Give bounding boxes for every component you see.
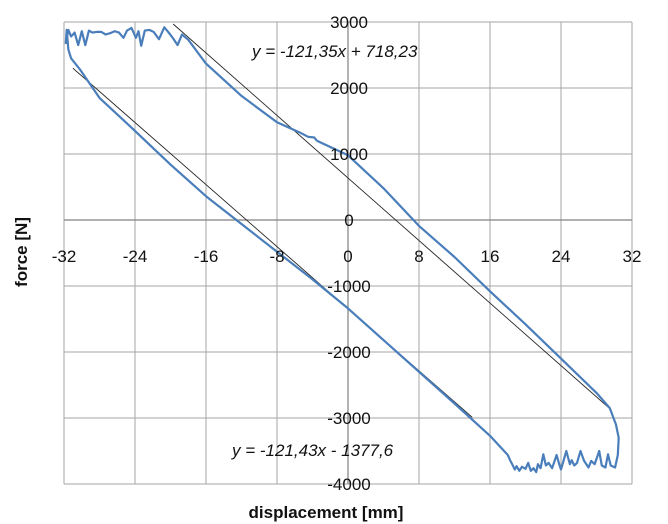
y-tick-label: 3000: [330, 13, 368, 32]
x-tick-label: 0: [343, 247, 352, 266]
x-tick-label: 8: [414, 247, 423, 266]
series-line-1: [64, 26, 620, 474]
x-tick-label: -32: [52, 247, 77, 266]
axes: [64, 22, 632, 484]
x-axis-title: displacement [mm]: [249, 503, 404, 522]
y-tick-label: -3000: [327, 409, 370, 428]
y-tick-label: -4000: [327, 475, 370, 494]
equation-upper: y = -121,35x + 718,23: [251, 42, 418, 61]
y-tick-label: -1000: [327, 277, 370, 296]
trendline-1: [172, 23, 611, 410]
x-tick-label: 16: [481, 247, 500, 266]
series: [64, 26, 620, 474]
x-tick-label: -16: [194, 247, 219, 266]
y-tick-label: 1000: [330, 145, 368, 164]
x-tick-label: 32: [623, 247, 642, 266]
x-tick-label: 24: [552, 247, 571, 266]
x-tick-label: -24: [123, 247, 148, 266]
y-tick-label: -2000: [327, 343, 370, 362]
equation-lower: y = -121,43x - 1377,6: [231, 441, 394, 460]
y-tick-label: 2000: [330, 79, 368, 98]
tick-labels: -32 -24 -16 -8 0 8 16 24 32 3000 2000 1000 0 -1000 -20…: [52, 13, 642, 494]
x-tick-label: -8: [269, 247, 284, 266]
y-axis-title: force [N]: [12, 217, 31, 287]
y-tick-label: 0: [344, 211, 353, 230]
